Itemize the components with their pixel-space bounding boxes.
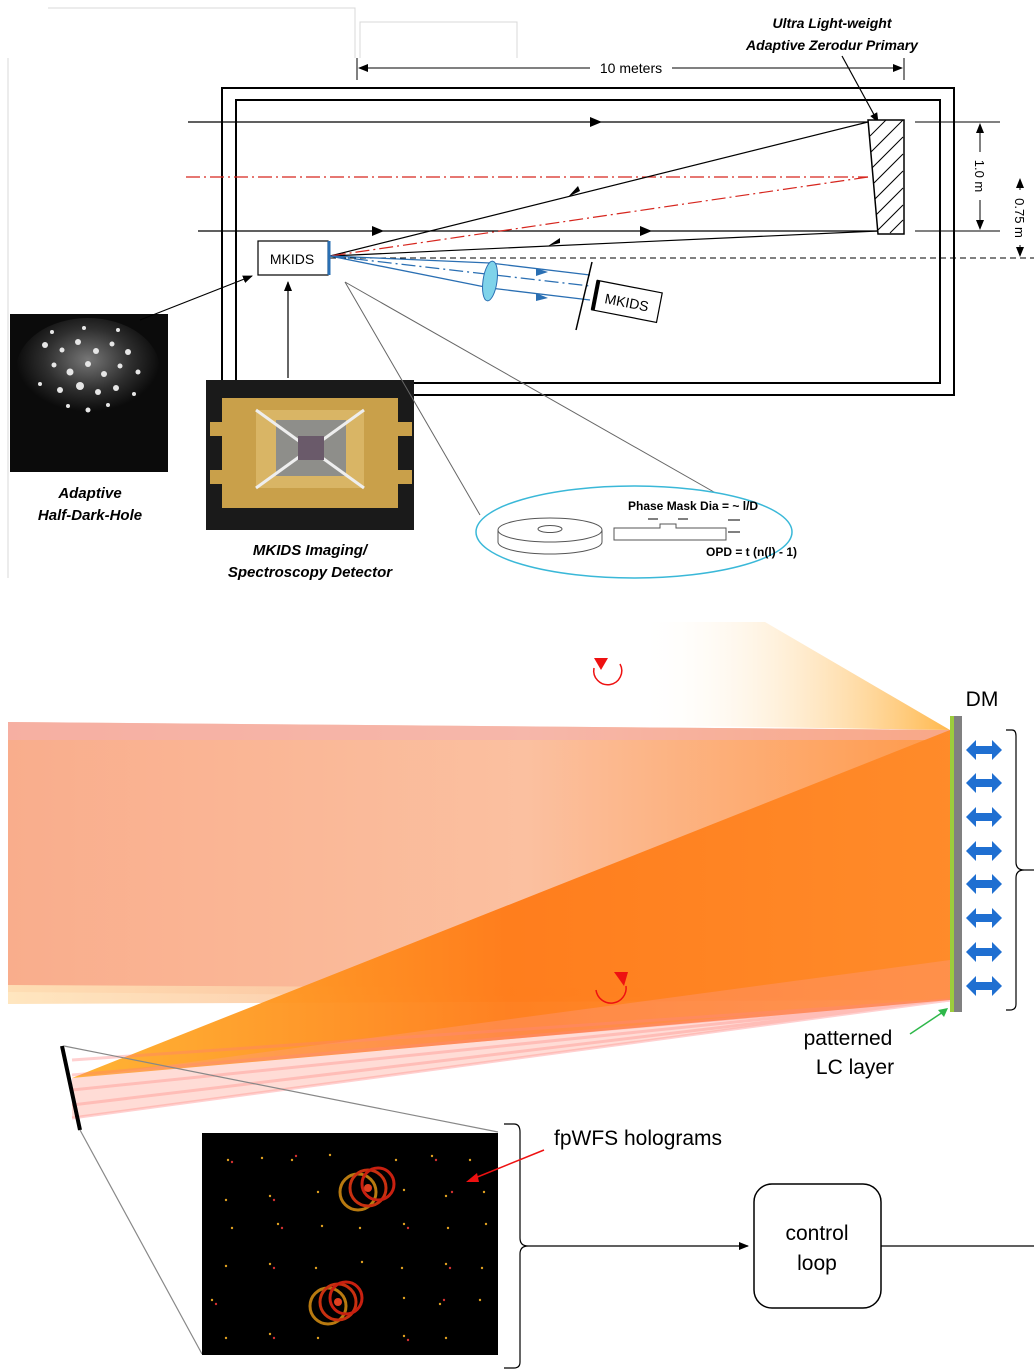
length-label: 10 meters	[600, 60, 662, 76]
focal-plane-detector	[60, 1045, 82, 1131]
enclosure-inner	[235, 99, 941, 384]
control-loop-label-line2: loop	[797, 1252, 837, 1275]
control-loop-box	[753, 1183, 882, 1309]
reflected-ray-top	[329, 121, 869, 257]
beam-fan	[71, 998, 951, 1120]
actuator-arrow-icon	[966, 773, 1002, 793]
actuator-arrow-icon	[966, 942, 1002, 962]
actuator-arrow-icon	[966, 807, 1002, 827]
reflected-beam	[72, 730, 950, 1078]
zoom-line	[344, 281, 481, 516]
wavefront-sensing-diagram: DM patterned LC layer	[8, 622, 1034, 1369]
phase-mask-profile	[613, 523, 727, 541]
mkids-side-box: MKIDS	[590, 279, 663, 324]
mkids-main-label: MKIDS	[270, 251, 314, 267]
caption-left-line1: Adaptive	[57, 485, 121, 502]
actuator-arrow-icon	[966, 874, 1002, 894]
primary-mirror	[867, 119, 905, 235]
primary-label-leader	[841, 55, 879, 123]
side-optical-branch: MKIDS	[329, 255, 663, 331]
deformable-mirror	[954, 716, 962, 1012]
caption-mid-line1: MKIDS Imaging/	[253, 542, 369, 559]
mkids-main-box	[257, 240, 329, 276]
lc-leader	[909, 1009, 947, 1035]
reflected-axis	[329, 176, 869, 257]
dim-1m-label: 1.0 m	[972, 160, 987, 193]
lc-label-line1: patterned	[804, 1027, 893, 1050]
speckle-image	[10, 314, 168, 472]
opd-label: OPD = t (n(l) - 1)	[706, 545, 797, 559]
telescope-diagram: 10 meters Ultra Light-weight Adaptive Ze…	[7, 7, 1034, 581]
upper-beam	[430, 622, 950, 730]
frame-fragment	[359, 21, 518, 58]
polarization-icon	[595, 972, 628, 1004]
lc-layer	[950, 716, 956, 1012]
phase-mask-disk	[497, 517, 603, 555]
dm-bracket	[1006, 729, 1025, 1011]
enclosure-outer	[221, 87, 955, 396]
lens	[482, 260, 498, 302]
caption-mid-line2: Spectroscopy Detector	[228, 564, 393, 581]
zoom-line	[63, 1045, 499, 1133]
holograms-leader	[469, 1149, 545, 1181]
hologram-image	[202, 1133, 498, 1355]
primary-label-line1: Ultra Light-weight	[773, 15, 893, 31]
control-loop-label-line1: control	[785, 1222, 848, 1245]
dm-actuators	[966, 740, 1002, 996]
frame-fragment	[48, 7, 356, 58]
actuator-arrow-icon	[966, 976, 1002, 996]
mkids-device-photo	[206, 380, 414, 530]
dm-label: DM	[966, 688, 999, 711]
primary-label-line2: Adaptive Zerodur Primary	[745, 37, 919, 53]
caption-left-line2: Half-Dark-Hole	[38, 507, 142, 524]
holograms-label: fpWFS holograms	[554, 1127, 722, 1150]
dim-075m-label: 0.75 m	[1012, 198, 1027, 238]
speckle-leader	[139, 275, 253, 321]
actuator-arrow-icon	[966, 841, 1002, 861]
lc-label-line2: LC layer	[816, 1056, 894, 1079]
polarization-icon	[592, 658, 623, 686]
reflected-ray-bottom	[329, 230, 879, 257]
phase-mask-label: Phase Mask Dia = ~ l/D	[628, 499, 758, 513]
side-mask	[575, 261, 593, 331]
actuator-arrow-icon	[966, 908, 1002, 928]
